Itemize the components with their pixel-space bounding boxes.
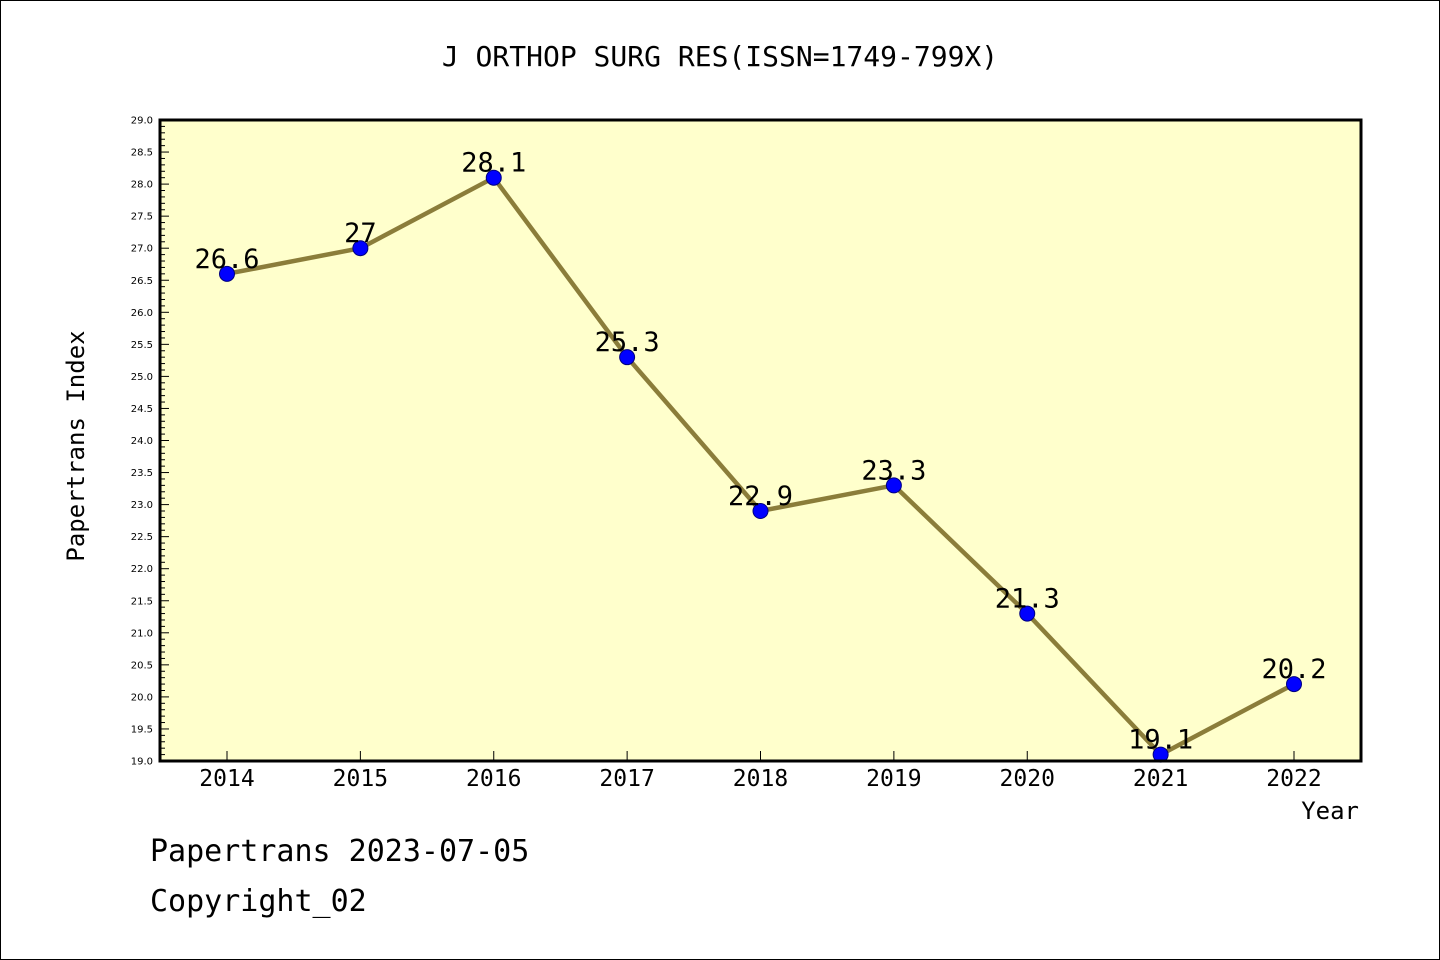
x-tick-label: 2016	[466, 766, 521, 792]
x-tick-label: 2014	[199, 766, 254, 792]
x-tick-label: 2017	[599, 766, 654, 792]
y-tick-label: 19.5	[131, 724, 153, 735]
footer-date: Papertrans 2023-07-05	[150, 834, 530, 869]
data-point	[885, 477, 902, 494]
data-label: 19.1	[1128, 725, 1193, 756]
y-tick-label: 27.0	[131, 244, 153, 255]
y-tick-label: 25.5	[131, 340, 153, 351]
plot-background	[160, 120, 1361, 761]
data-point	[1286, 676, 1302, 693]
data-label: 28.1	[461, 148, 526, 179]
y-tick-label: 24.0	[131, 436, 153, 447]
x-tick-label: 2021	[1133, 766, 1188, 792]
data-label: 21.3	[995, 584, 1060, 615]
y-tick-label: 24.5	[131, 404, 153, 415]
x-axis-label: Year	[1301, 797, 1359, 825]
data-label: 23.3	[861, 455, 926, 486]
data-label: 20.2	[1261, 654, 1326, 685]
y-tick-label: 26.0	[131, 308, 153, 319]
data-point	[1019, 605, 1036, 622]
x-tick-label: 2020	[1000, 766, 1055, 792]
x-tick-label: 2015	[333, 766, 388, 792]
data-label: 22.9	[728, 481, 793, 512]
y-tick-label: 23.0	[131, 500, 153, 511]
y-tick-label: 28.0	[131, 180, 153, 191]
y-tick-label: 22.5	[131, 532, 153, 543]
x-tick-label: 2022	[1266, 766, 1321, 792]
y-tick-label: 22.0	[131, 564, 153, 575]
data-point	[619, 349, 636, 366]
plot-area: 19.0 19.5 20.0 20.5 21.0 21.5 22.0 22.5 23.0 23.5…	[131, 116, 1363, 792]
y-tick-label: 25.0	[131, 372, 153, 383]
data-label: 25.3	[595, 327, 660, 358]
y-tick-label: 20.5	[131, 660, 153, 671]
data-point	[485, 169, 502, 186]
data-label: 26.6	[194, 244, 259, 275]
plot-border	[158, 118, 1363, 763]
y-tick-label: 28.5	[131, 148, 153, 159]
y-axis-label: Papertrans Index	[62, 330, 90, 561]
footer-copyright: Copyright_02	[150, 884, 367, 919]
data-point	[752, 503, 769, 520]
data-label: 27	[344, 218, 377, 249]
data-point	[219, 265, 235, 282]
data-point	[352, 240, 369, 257]
y-tick-label: 29.0	[131, 116, 153, 127]
y-tick-label: 23.5	[131, 468, 153, 479]
y-tick-label: 26.5	[131, 276, 153, 287]
y-tick-label: 19.0	[131, 757, 153, 768]
x-tick-label: 2019	[866, 766, 921, 792]
chart-title: J ORTHOP SURG RES(ISSN=1749-799X)	[442, 40, 998, 73]
y-tick-label: 27.5	[131, 212, 153, 223]
x-tick-label: 2018	[733, 766, 788, 792]
y-tick-label: 21.0	[131, 628, 153, 639]
y-tick-label: 20.0	[131, 692, 153, 703]
y-tick-label: 21.5	[131, 596, 153, 607]
